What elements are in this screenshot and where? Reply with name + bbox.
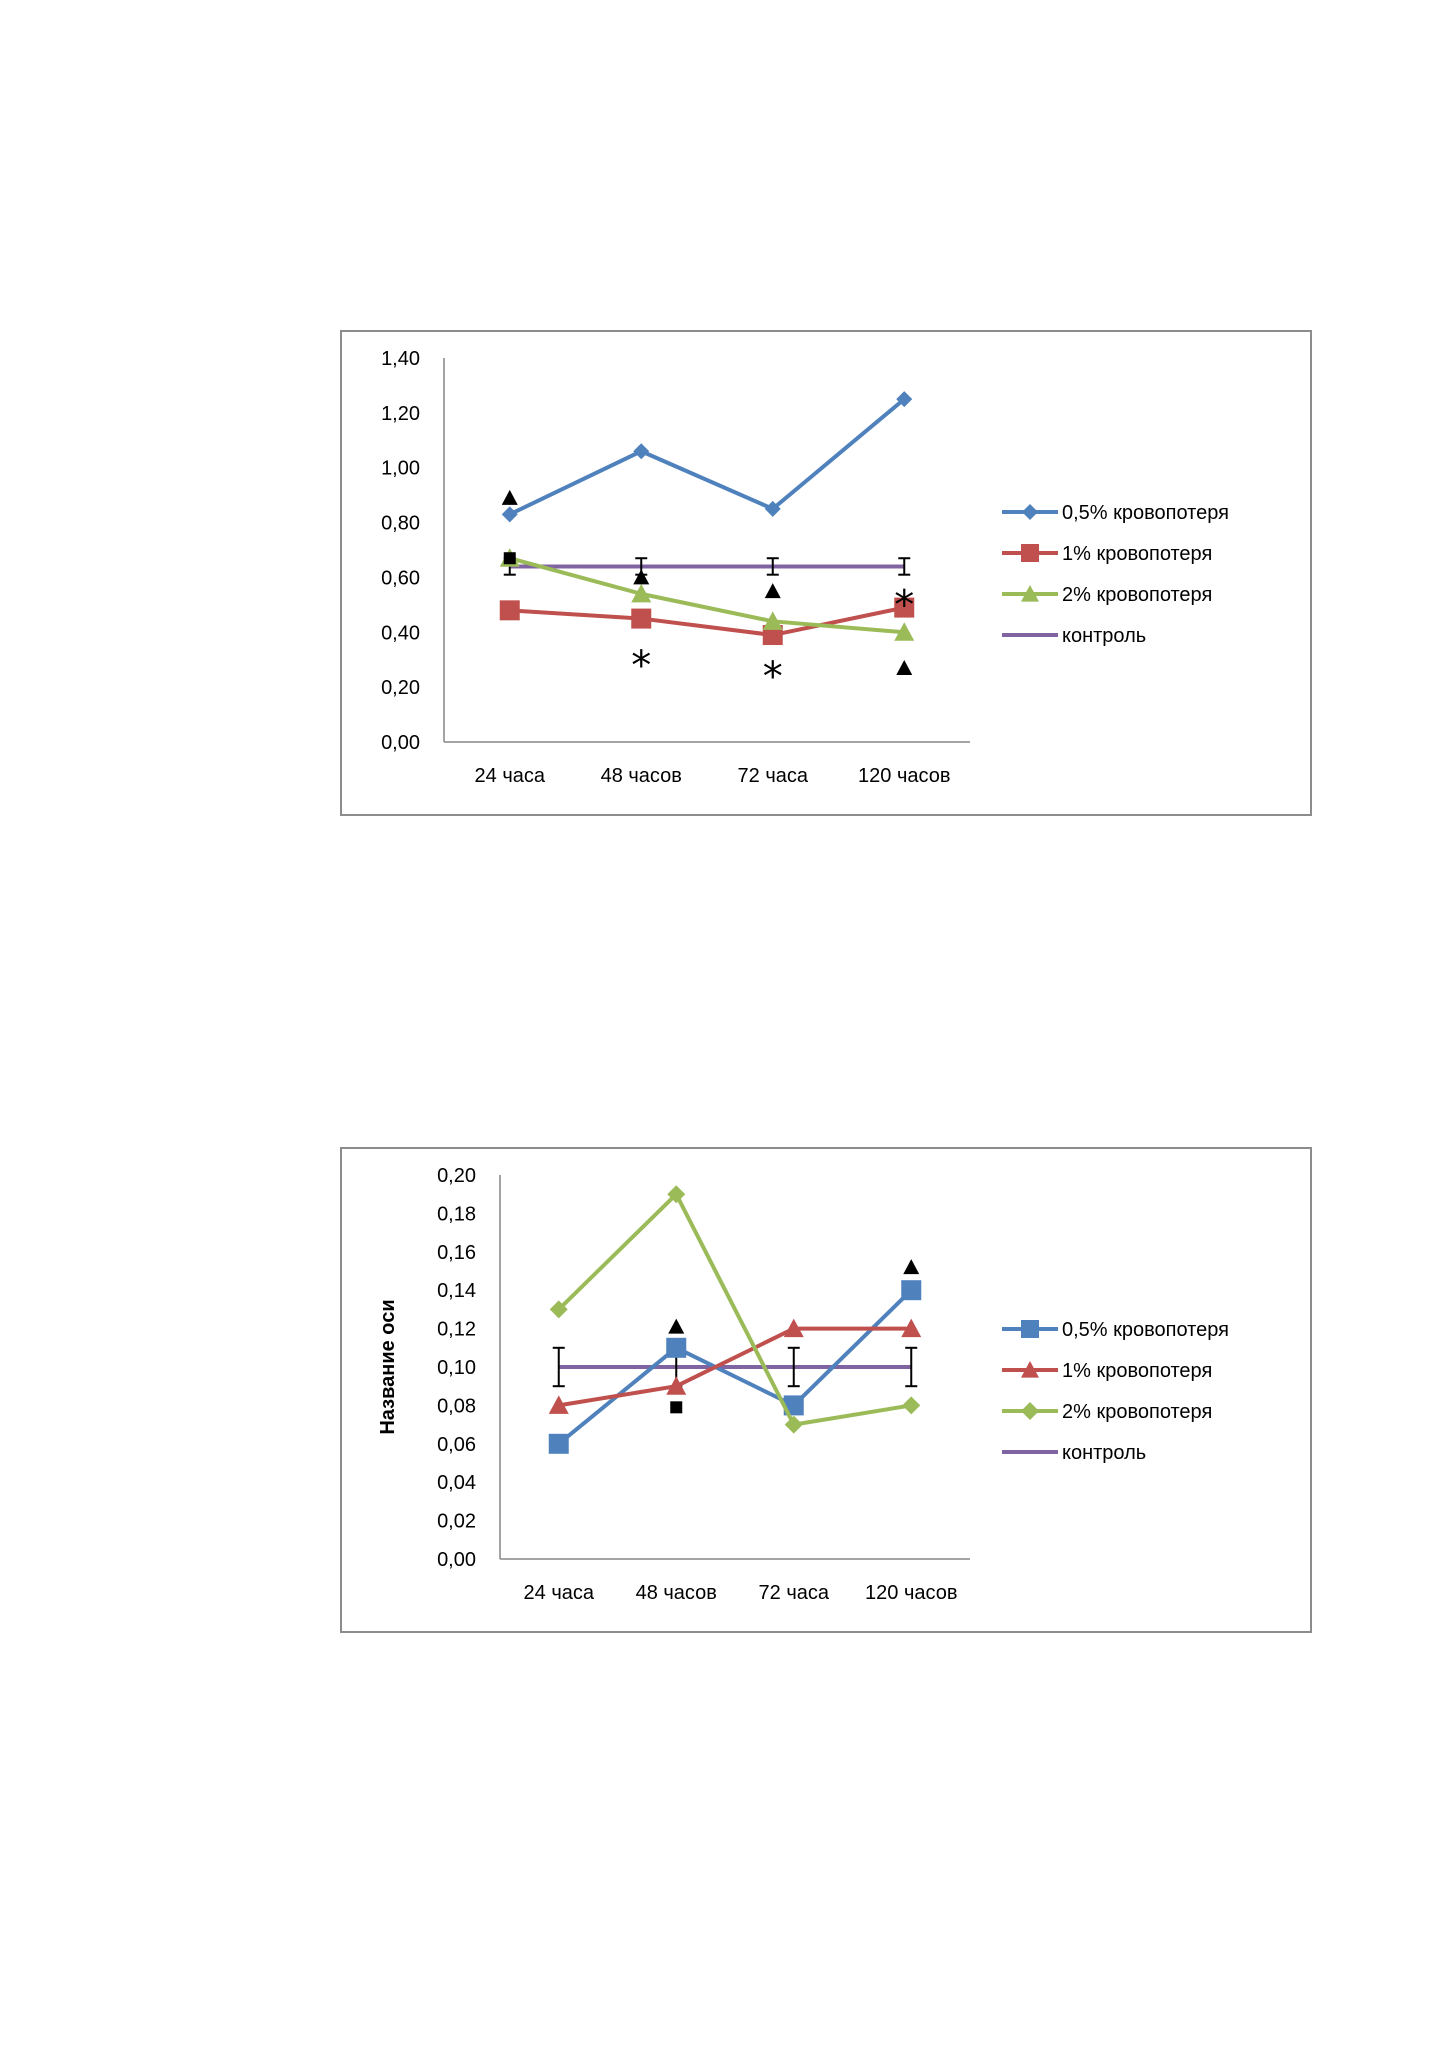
data-point-2-кровопотеря (762, 611, 783, 630)
significance-triangle-icon (764, 583, 781, 599)
x-tick-label: 120 часов (865, 1582, 957, 1604)
series-line-0-5-кровопотеря (508, 397, 906, 517)
legend-label: контроль (1062, 625, 1146, 647)
y-axis-title: Название оси (377, 1299, 399, 1434)
y-tick-label: 0,40 (381, 622, 420, 644)
chart-1-svg: 0,00 0,20 0,40 0,60 0,80 1,00 1,20 1,40 24 часа 4… (381, 348, 1229, 787)
legend-label: 1% кровопотеря (1062, 543, 1212, 565)
y-tick-label: 0,02 (437, 1511, 476, 1533)
legend-label: 2% кровопотеря (1062, 1401, 1212, 1423)
y-tick-label: 1,20 (381, 403, 420, 425)
data-point-0-5-кровопотеря (501, 506, 518, 523)
data-point-2-кровопотеря (549, 1300, 568, 1319)
x-tick-label: 24 часа (475, 765, 546, 787)
data-point-0-5-кровопотеря (896, 391, 913, 408)
y-tick-label: 0,12 (437, 1319, 476, 1341)
data-point-1-кровопотеря (762, 625, 783, 646)
y-tick-label: 0,08 (437, 1395, 476, 1417)
y-tick-label: 0,20 (381, 677, 420, 699)
chart-1: 0,00 0,20 0,40 0,60 0,80 1,00 1,20 1,40 24 часа 4… (340, 330, 1312, 816)
x-tick-label: 72 часа (738, 765, 809, 787)
legend-marker (1021, 1402, 1039, 1420)
significance-asterisk: * (763, 654, 783, 700)
chart-2-svg: 0,00 0,02 0,04 0,06 0,08 0,10 0,12 0,14 0,16 0,18… (377, 1165, 1229, 1604)
legend-marker (1021, 585, 1039, 602)
data-point-1-кровопотеря (894, 597, 915, 618)
data-point-1-кровопотеря (499, 600, 520, 621)
data-point-1-кровопотеря (631, 608, 652, 629)
data-point-1-кровопотеря (901, 1318, 922, 1338)
data-point-2-кровопотеря (631, 583, 652, 603)
data-point-0-5-кровопотеря (633, 443, 650, 460)
data-point-1-кровопотеря (783, 1318, 804, 1338)
y-tick-label: 1,40 (381, 348, 420, 370)
data-point-0-5-кровопотеря (548, 1433, 569, 1454)
x-tick-label: 24 часа (524, 1582, 595, 1604)
y-tick-label: 0,18 (437, 1203, 476, 1225)
significance-triangle-icon (903, 1259, 920, 1275)
legend-marker (1021, 1361, 1039, 1378)
series-line-1-кровопотеря (558, 1326, 912, 1408)
y-tick-label: 0,14 (437, 1280, 476, 1302)
data-point-2-кровопотеря (667, 1185, 686, 1204)
legend-label: 1% кровопотеря (1062, 1360, 1212, 1382)
data-point-2-кровопотеря (894, 622, 915, 641)
x-tick-label: 120 часов (858, 765, 950, 787)
y-tick-label: 0,16 (437, 1242, 476, 1264)
significance-triangle-icon (501, 489, 518, 505)
significance-asterisk: * (631, 643, 651, 689)
data-point-0-5-кровопотеря (666, 1337, 687, 1358)
legend-marker (1021, 1320, 1039, 1338)
x-tick-label: 48 часов (636, 1582, 717, 1604)
legend-label: 2% кровопотеря (1062, 584, 1212, 606)
legend-label: 0,5% кровопотеря (1062, 502, 1229, 524)
data-point-1-кровопотеря (666, 1376, 687, 1395)
significance-triangle-icon (633, 569, 650, 585)
y-tick-label: 0,60 (381, 567, 420, 589)
y-tick-label: 0,80 (381, 513, 420, 535)
y-tick-label: 0,00 (437, 1549, 476, 1571)
significance-asterisk: * (894, 583, 914, 629)
data-point-0-5-кровопотеря (901, 1280, 922, 1301)
significance-triangle-icon (668, 1318, 685, 1334)
x-tick-label: 48 часов (601, 765, 682, 787)
legend-label: контроль (1062, 1442, 1146, 1464)
legend-marker (1021, 544, 1039, 562)
series-line-2-кровопотеря (557, 1192, 912, 1427)
significance-square-icon (503, 552, 516, 565)
y-tick-label: 0,00 (381, 732, 420, 754)
chart-2: 0,00 0,02 0,04 0,06 0,08 0,10 0,12 0,14 0,16 0,18… (340, 1147, 1312, 1633)
legend-label: 0,5% кровопотеря (1062, 1319, 1229, 1341)
significance-triangle-icon (896, 659, 913, 675)
significance-square-icon (670, 1401, 683, 1414)
data-point-0-5-кровопотеря (764, 500, 781, 517)
y-tick-label: 1,00 (381, 458, 420, 480)
x-tick-label: 72 часа (759, 1582, 830, 1604)
series-line-2-кровопотеря (509, 556, 905, 635)
data-point-2-кровопотеря (902, 1396, 921, 1415)
y-tick-label: 0,10 (437, 1357, 476, 1379)
y-tick-label: 0,06 (437, 1434, 476, 1456)
data-point-2-кровопотеря (784, 1415, 803, 1434)
data-point-1-кровопотеря (548, 1395, 569, 1414)
y-tick-label: 0,20 (437, 1165, 476, 1187)
series-line-1-кровопотеря (509, 605, 905, 638)
legend-marker (1022, 504, 1038, 520)
y-tick-label: 0,04 (437, 1472, 476, 1494)
